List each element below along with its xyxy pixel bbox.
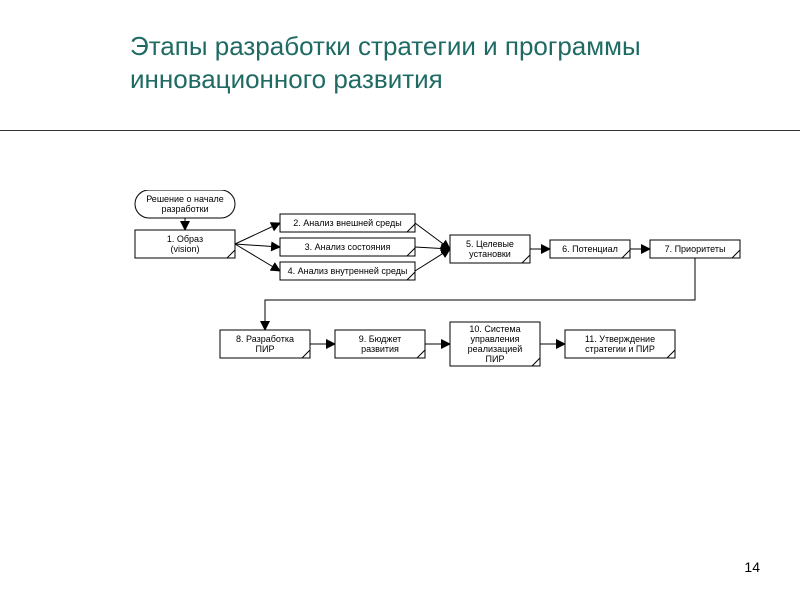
svg-text:10. Система: 10. Система [469, 324, 520, 334]
svg-text:стратегии и ПИР: стратегии и ПИР [585, 344, 655, 354]
svg-text:ПИР: ПИР [256, 344, 275, 354]
node-n6: 6. Потенциал [550, 240, 630, 258]
svg-text:развития: развития [361, 344, 399, 354]
svg-text:4. Анализ внутренней среды: 4. Анализ внутренней среды [288, 266, 408, 276]
edge-n4-n5 [415, 249, 450, 271]
svg-text:6. Потенциал: 6. Потенциал [562, 244, 618, 254]
node-n10: 10. СистемауправленияреализациейПИР [450, 322, 540, 366]
svg-text:7. Приоритеты: 7. Приоритеты [665, 244, 726, 254]
flowchart-svg: Решение о началеразработки 1. Образ(visio… [120, 190, 750, 430]
svg-text:11. Утверждение: 11. Утверждение [585, 334, 655, 344]
node-n8: 8. РазработкаПИР [220, 330, 310, 358]
edge-n1-n3 [235, 244, 280, 247]
svg-text:8. Разработка: 8. Разработка [236, 334, 294, 344]
node-n5: 5. Целевыеустановки [450, 235, 530, 263]
page-title: Этапы разработки стратегии и программы и… [130, 30, 690, 95]
edge-n2-n5 [415, 223, 450, 249]
svg-text:управления: управления [470, 334, 519, 344]
node-n11: 11. Утверждениестратегии и ПИР [565, 330, 675, 358]
edge-n1-n4 [235, 244, 280, 271]
node-n1: 1. Образ(vision) [135, 230, 235, 258]
title-underline [0, 130, 800, 131]
svg-text:Решение о начале: Решение о начале [146, 194, 224, 204]
svg-text:3. Анализ состояния: 3. Анализ состояния [305, 242, 391, 252]
page-number: 14 [744, 559, 760, 575]
edge-n1-n2 [235, 223, 280, 244]
svg-text:5. Целевые: 5. Целевые [466, 239, 514, 249]
svg-text:2. Анализ внешней среды: 2. Анализ внешней среды [293, 218, 401, 228]
node-n2: 2. Анализ внешней среды [280, 214, 415, 232]
node-n7: 7. Приоритеты [650, 240, 740, 258]
svg-text:9. Бюджет: 9. Бюджет [359, 334, 402, 344]
svg-text:разработки: разработки [161, 204, 208, 214]
node-n3: 3. Анализ состояния [280, 238, 415, 256]
svg-text:(vision): (vision) [170, 244, 199, 254]
svg-text:реализацией: реализацией [468, 344, 523, 354]
svg-text:ПИР: ПИР [486, 354, 505, 364]
node-n4: 4. Анализ внутренней среды [280, 262, 415, 280]
node-n9: 9. Бюджетразвития [335, 330, 425, 358]
svg-text:установки: установки [469, 249, 511, 259]
svg-text:1. Образ: 1. Образ [167, 234, 203, 244]
edge-n3-n5 [415, 247, 450, 249]
flowchart: Решение о началеразработки 1. Образ(visio… [120, 190, 750, 430]
node-start: Решение о началеразработки [135, 190, 235, 218]
